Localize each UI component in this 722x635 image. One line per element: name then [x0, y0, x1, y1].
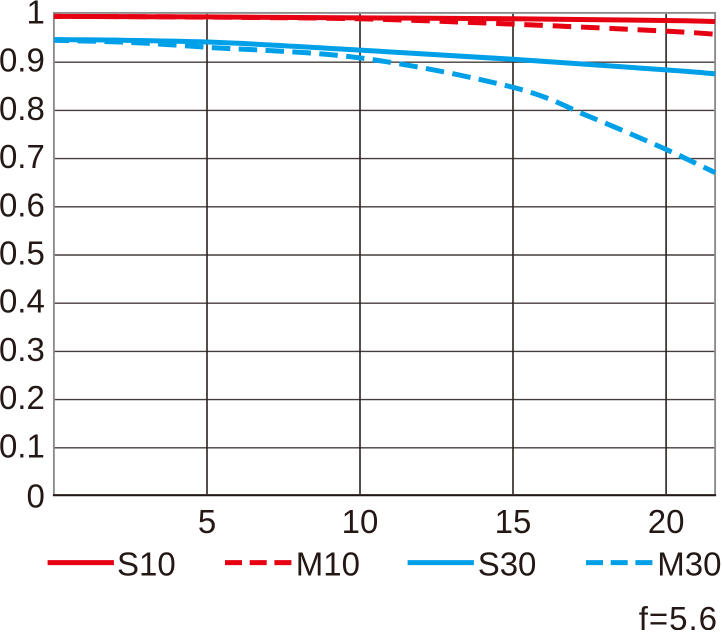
svg-text:0.3: 0.3	[0, 331, 45, 368]
svg-text:10: 10	[342, 503, 379, 540]
svg-text:20: 20	[648, 503, 685, 540]
svg-text:5: 5	[198, 503, 216, 540]
svg-text:1: 1	[26, 0, 44, 31]
svg-text:M30: M30	[657, 546, 721, 583]
svg-text:0.2: 0.2	[0, 379, 45, 416]
svg-text:S30: S30	[478, 546, 537, 583]
svg-text:M10: M10	[296, 546, 360, 583]
svg-text:15: 15	[495, 503, 532, 540]
svg-text:0.7: 0.7	[0, 138, 45, 175]
svg-text:0.4: 0.4	[0, 283, 45, 320]
svg-text:0.9: 0.9	[0, 42, 45, 79]
svg-text:f=5.6: f=5.6	[639, 600, 718, 630]
svg-text:0.5: 0.5	[0, 235, 45, 272]
svg-text:0.6: 0.6	[0, 186, 45, 223]
svg-text:0: 0	[26, 478, 44, 515]
svg-text:0.1: 0.1	[0, 427, 45, 464]
svg-text:0.8: 0.8	[0, 90, 45, 127]
svg-text:S10: S10	[117, 546, 176, 583]
